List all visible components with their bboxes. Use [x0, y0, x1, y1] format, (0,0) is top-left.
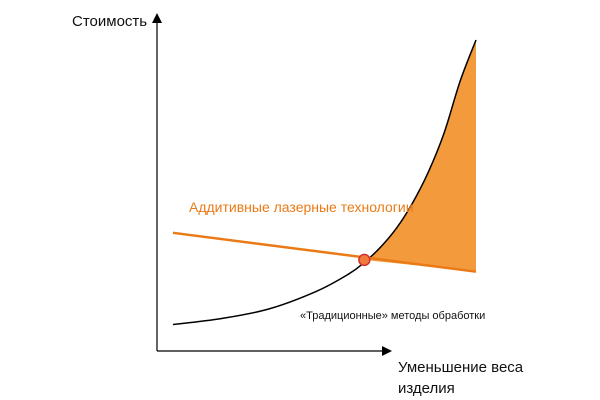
intersection-point [358, 253, 371, 267]
series-layer [172, 39, 477, 326]
additive-series-label: Аддитивные лазерные технологии [189, 199, 414, 215]
additive-technologies-line [172, 231, 477, 273]
advantage-region [363, 40, 476, 272]
traditional-series-label: «Традиционные» методы обработки [300, 310, 486, 322]
x-axis-label: Уменьшение веса изделия [398, 357, 523, 399]
x-axis-label-line-2: изделия [398, 380, 455, 397]
highlight-layer [363, 40, 476, 272]
x-axis-label-line-1: Уменьшение веса [398, 359, 524, 376]
axes [152, 13, 392, 356]
y-axis-label: Стоимость [72, 13, 148, 30]
traditional-methods-curve [172, 39, 477, 326]
marker-layer [358, 253, 371, 267]
